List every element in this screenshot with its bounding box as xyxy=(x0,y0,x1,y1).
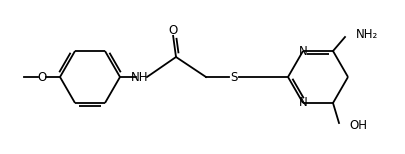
Text: OH: OH xyxy=(348,120,366,132)
Text: O: O xyxy=(168,24,177,36)
Text: N: N xyxy=(298,96,307,109)
Text: NH: NH xyxy=(131,71,148,83)
Text: N: N xyxy=(298,45,307,58)
Text: O: O xyxy=(37,71,47,83)
Text: S: S xyxy=(230,71,237,83)
Text: NH₂: NH₂ xyxy=(355,28,377,41)
